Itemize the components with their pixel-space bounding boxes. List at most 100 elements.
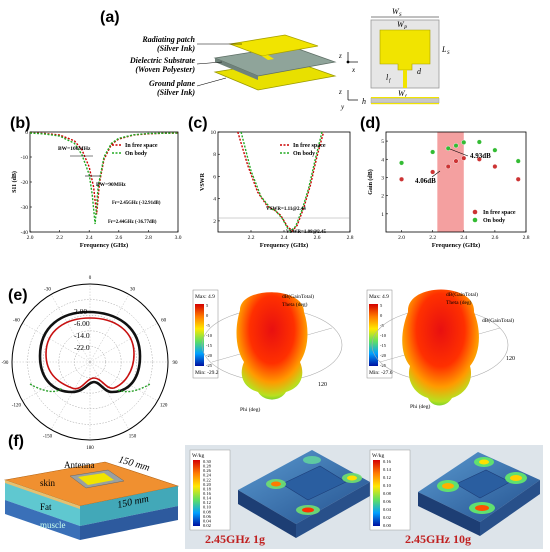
annotation: Fr=2.44GHz (-36.77dB) (108, 220, 157, 225)
layer-top-sub: (Silver Ink) (157, 44, 195, 53)
panel-label-a: (a) (100, 9, 120, 26)
data-point (515, 176, 521, 182)
min-label-a: Min: -29.2 (195, 370, 219, 376)
data-point (453, 143, 459, 149)
polar-angle-label: 90 (173, 361, 179, 366)
colorbar-tick: -10 (206, 333, 213, 338)
pattern-curve-black (38, 310, 142, 394)
polar-plot (11, 283, 169, 441)
sar-colorbar-2 (373, 460, 380, 526)
svg-text:Theta (deg): Theta (deg) (282, 301, 308, 308)
sar-label-1g: 2.45GHz 1g (205, 532, 265, 546)
y-tick-label: 4 (213, 197, 216, 203)
x-axis-label: Frequency (GHz) (260, 242, 308, 249)
colorbar-tick: 5 (380, 303, 383, 308)
max-label-b: Max: 4.9 (369, 294, 389, 300)
side-view (370, 97, 440, 104)
colorbar-tick: -10 (380, 333, 387, 338)
svg-text:l: l (386, 73, 389, 82)
data-point (492, 164, 498, 170)
annotation: VSWR=1.08@2.45 (286, 230, 327, 235)
plot-frame (385, 131, 527, 233)
x-tick-label: 2.6 (491, 235, 498, 241)
x-axis-label: Frequency (GHz) (432, 242, 480, 249)
y-tick-label: 10 (211, 130, 217, 136)
colorbar-tick: 0.06 (383, 499, 392, 504)
chart-c-vswr: 2.2 2.4 2.6 2.8 10 8 6 4 2 Frequency (GHz) VSWR In … (200, 130, 354, 249)
x-tick-label: 2.4 (86, 235, 93, 241)
layer-top-label: Radiating patch (141, 35, 195, 44)
colorbar-tick: 0.28 (203, 464, 212, 469)
data-point (453, 158, 459, 164)
chart-d-gain: 2.0 2.2 2.4 2.6 2.8 5 4 3 2 1 Frequency (GHz) Gain … (367, 131, 530, 249)
data-point (445, 164, 451, 170)
svg-text:dB(GainTotal): dB(GainTotal) (482, 317, 514, 324)
x-tick-label: 3.0 (175, 235, 182, 241)
colorbar-tick: 0.14 (383, 467, 392, 472)
pattern-curve-red (45, 317, 135, 390)
svg-text:L: L (441, 45, 447, 54)
svg-text:d: d (417, 67, 422, 76)
polar-labels: 2.00 -6.00 -14.0 -22.0 0 30 60 90 120 150 180 -150 -… (2, 276, 178, 451)
legend-swatch (472, 217, 478, 223)
svg-text:z: z (338, 88, 342, 96)
legend-label: In free space (293, 143, 326, 149)
gain-blob-a (236, 292, 308, 400)
colorbar-tick: 0.04 (203, 518, 212, 523)
colorbar-tick: 0.02 (383, 515, 391, 520)
colorbar-tick: 0.24 (203, 473, 212, 478)
phantom-model: Antenna skin Fat muscle 150 mm 150 mm (3, 454, 180, 540)
legend-label: On body (293, 151, 315, 157)
data-point (461, 155, 467, 161)
y-tick-label: 0 (25, 130, 28, 136)
x-tick-label: 2.8 (145, 235, 152, 241)
svg-text:W/kg: W/kg (192, 453, 204, 459)
svg-text:f: f (389, 79, 391, 84)
colorbar-tick: 0.14 (203, 496, 212, 501)
pattern-3d-b: Max: 4.9 Min: -27.6 50-5-10-15-20-25 dB(… (366, 289, 515, 410)
data-point (476, 139, 482, 145)
svg-text:W: W (392, 7, 400, 16)
y-tick-label: 2 (213, 219, 216, 225)
colorbar-tick: 0.04 (383, 507, 392, 512)
colorbar-tick: 0.10 (383, 483, 392, 488)
antenna-patch (78, 473, 114, 485)
y-tick-label: 8 (213, 152, 216, 158)
colorbar-tick: -20 (380, 353, 387, 358)
annotation: Fr=2.45GHz (-32.91dB) (112, 201, 161, 206)
data-point (399, 176, 405, 182)
colorbar-tick: 0.12 (383, 475, 391, 480)
y-axis-label: Gain (dB) (367, 169, 374, 195)
polar-angle-label: 150 (129, 435, 137, 440)
data-point (492, 147, 498, 153)
band-highlight (437, 132, 464, 232)
radiating-patch-layer (228, 34, 319, 57)
phantom-side-fat (80, 486, 178, 526)
polar-radial-tick: -14.0 (74, 331, 90, 340)
colorbar-tick: 0.16 (383, 459, 392, 464)
legend-swatch (472, 209, 478, 215)
data-point (399, 160, 405, 166)
colorbar-tick: -25 (380, 363, 387, 368)
polar-angle-label: -30 (44, 287, 51, 292)
y-tick-label: -20 (21, 180, 29, 186)
x-tick-label: 2.0 (27, 235, 34, 241)
panel-label-b: (b) (10, 115, 30, 132)
polar-angle-label: 120 (160, 404, 168, 409)
x-tick-label: 2.2 (248, 235, 255, 241)
pattern-3d-a: Max: 4.9 Min: -29.2 5 0 -5 -10 -15 -20 -25 dB(… (192, 289, 343, 413)
series-line-on-body (240, 131, 323, 233)
svg-text:x: x (351, 66, 356, 74)
phantom-side-muscle (80, 506, 178, 540)
x-tick-label: 2.8 (523, 235, 530, 241)
chart-b-s11: 2.0 2.2 2.4 2.6 2.8 3.0 0 -10 -20 -30 -40 Frequency… (11, 130, 182, 249)
y-tick-label: 2 (381, 194, 384, 200)
gain-blob-b (402, 289, 479, 406)
panel-a-axes: z x z y (338, 52, 358, 111)
colorbar-tick: 0.18 (203, 486, 212, 491)
svg-text:120: 120 (506, 356, 515, 362)
x-axis-label: Frequency (GHz) (80, 242, 128, 249)
layer-mid-sub: (Woven Polyester) (135, 65, 195, 74)
